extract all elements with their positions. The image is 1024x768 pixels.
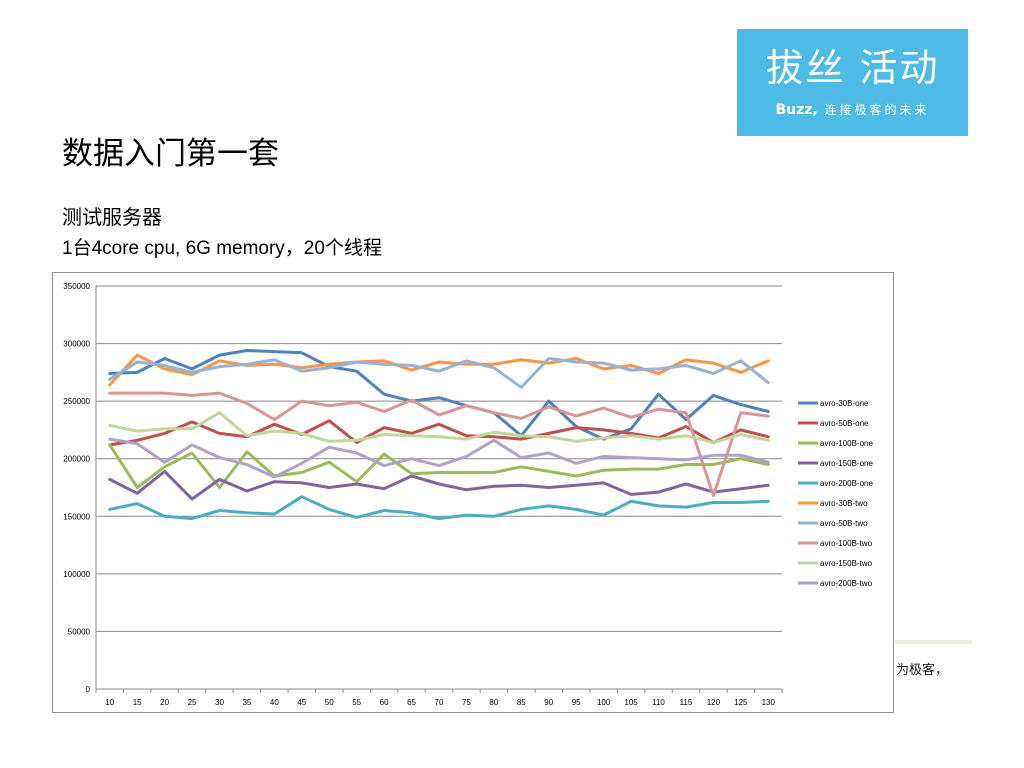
logo-brand: Buzz, [775, 102, 818, 118]
legend-label: avro-100B-one [820, 439, 873, 448]
x-tick-label: 25 [188, 698, 197, 707]
x-tick-label: 50 [325, 698, 334, 707]
series-line-avro-30B-two [108, 353, 770, 387]
x-tick-label: 45 [297, 698, 306, 707]
y-tick-label: 300000 [63, 340, 90, 349]
legend-label: avro-200B-two [820, 579, 873, 588]
legend-label: avro-50B-one [820, 419, 869, 428]
legend-label: avro-100B-two [820, 539, 873, 548]
x-tick-label: 125 [734, 698, 748, 707]
x-tick-label: 105 [624, 698, 638, 707]
logo-tagline-text: 连接极客的未来 [824, 103, 930, 117]
legend-label: avro-30B-one [820, 399, 869, 408]
legend-label: avro-200B-one [820, 479, 873, 488]
x-tick-label: 95 [572, 698, 581, 707]
x-tick-label: 130 [762, 698, 776, 707]
logo-main-text: 拔丝 活动 [765, 46, 940, 90]
x-tick-label: 85 [517, 698, 526, 707]
x-tick-label: 100 [597, 698, 611, 707]
x-tick-label: 90 [544, 698, 553, 707]
legend-label: avro-150B-two [820, 559, 873, 568]
y-tick-label: 250000 [63, 397, 90, 406]
slide-title: 数据入门第一套 [62, 136, 279, 172]
series-line-avro-50B-one [108, 419, 770, 447]
y-tick-label: 200000 [63, 455, 90, 464]
legend-label: avro-150B-one [820, 459, 873, 468]
x-tick-label: 75 [462, 698, 471, 707]
throughput-chart: 0 50000 100000 150000 200000 250000 300000 3500… [52, 272, 894, 713]
chart-svg: 0 50000 100000 150000 200000 250000 300000 3500… [63, 282, 873, 707]
slide-subtitle: 测试服务器 [62, 205, 162, 229]
series-line-avro-100B-one [108, 443, 770, 489]
x-tick-label: 65 [407, 698, 416, 707]
logo-tagline: Buzz, 连接极客的未来 [737, 101, 968, 118]
server-spec: 1台4core cpu, 6G memory，20个线程 [62, 238, 382, 259]
x-tick-label: 110 [652, 698, 665, 707]
legend-label: avro-50B-two [820, 519, 868, 528]
footer-divider [895, 640, 972, 644]
legend-label: avro-30B-two [820, 499, 868, 508]
x-tick-label: 15 [133, 698, 142, 707]
x-tick-label: 115 [680, 698, 693, 707]
x-tick-label: 55 [352, 698, 361, 707]
series-line-avro-200B-one [108, 495, 770, 521]
x-tick-label: 80 [489, 698, 498, 707]
x-tick-label: 10 [105, 698, 114, 707]
footer-text-fragment: 为极客， [896, 663, 949, 678]
y-tick-label: 50000 [68, 627, 91, 636]
x-tick-label: 35 [242, 698, 251, 707]
x-tick-label: 30 [215, 698, 224, 707]
y-tick-label: 350000 [63, 282, 90, 291]
buzz-logo: 拔丝 活动 Buzz, 连接极客的未来 [737, 29, 968, 136]
x-tick-label: 40 [270, 698, 279, 707]
y-tick-label: 100000 [63, 570, 90, 579]
series-line-avro-30B-one [108, 349, 770, 441]
y-tick-label: 150000 [63, 512, 90, 521]
x-tick-label: 60 [380, 698, 389, 707]
series-line-avro-100B-two [108, 391, 770, 498]
series-line-avro-150B-two [108, 411, 770, 445]
x-tick-label: 20 [160, 698, 169, 707]
x-tick-label: 70 [435, 698, 444, 707]
series-line-avro-200B-two [108, 437, 770, 479]
series-line-avro-150B-one [108, 469, 770, 501]
y-tick-label: 0 [86, 685, 91, 694]
x-tick-label: 120 [707, 698, 721, 707]
series-line-avro-50B-two [108, 357, 770, 389]
